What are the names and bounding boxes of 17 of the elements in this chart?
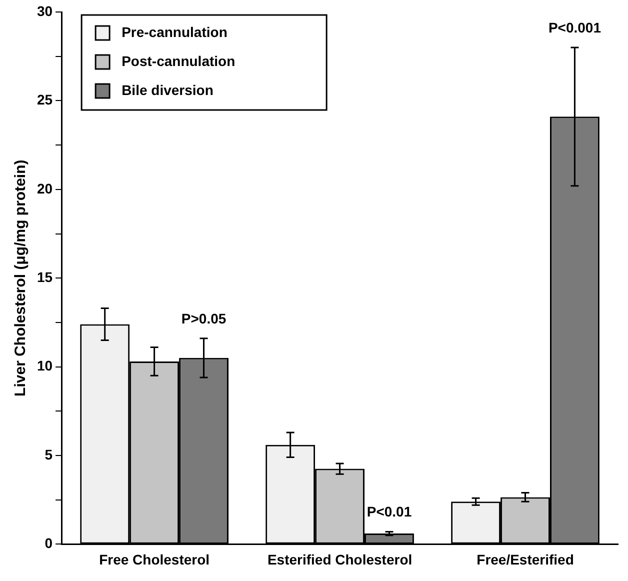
y-tick-label: 0 [44, 535, 53, 552]
x-tick-label: Esterified Cholesterol [267, 551, 412, 568]
y-tick-label: 30 [36, 2, 53, 19]
legend-label: Pre-cannulation [122, 24, 228, 40]
y-tick-label: 25 [36, 92, 53, 108]
annotation: P<0.001 [548, 19, 602, 36]
annotation: P<0.01 [366, 504, 412, 520]
x-tick-label: Free Cholesterol [99, 551, 210, 568]
legend-label: Post-cannulation [122, 52, 236, 69]
annotation: P>0.05 [181, 310, 226, 326]
x-tick-label: Free/Esterified [476, 551, 574, 568]
legend-label: Bile diversion [122, 82, 214, 98]
y-axis-title: Liver Cholesterol (μg/mg protein) [12, 160, 30, 396]
y-tick-label: 20 [36, 180, 53, 196]
y-tick-label: 15 [36, 268, 53, 285]
y-tick-label: 5 [44, 446, 53, 462]
y-tick-label: 10 [36, 358, 53, 374]
